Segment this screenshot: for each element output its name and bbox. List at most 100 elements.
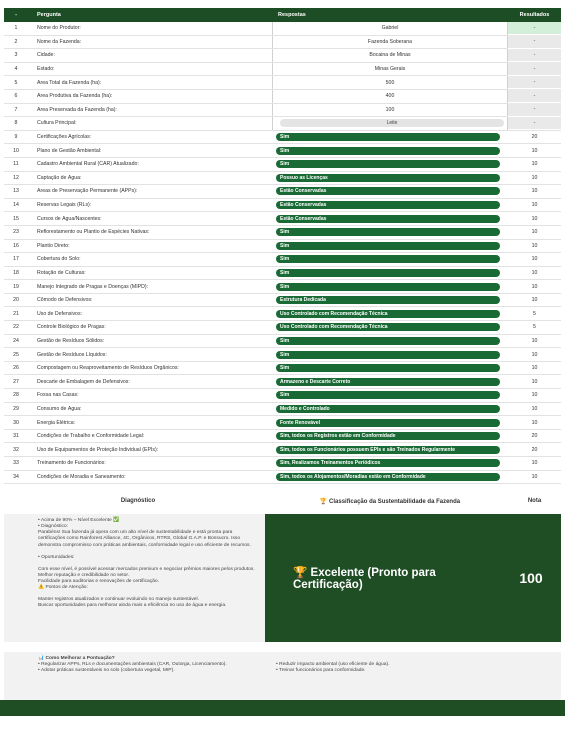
row-question: Cadastro Ambiental Rural (CAR) Atualizad… xyxy=(37,161,139,168)
tips-title: 📊 Como Melhorar a Pontuação? xyxy=(38,656,115,662)
row-answer-cell: Bocaina de Minas xyxy=(272,49,508,62)
row-result: 10 xyxy=(531,147,538,154)
row-answer-cell: Sim xyxy=(272,335,508,348)
table-row: 20 Cômodo de Defensivos: Estrutura Dedicad… xyxy=(4,294,561,308)
table-row: 5 Área Total da Fazenda (ha): 500 - xyxy=(4,75,561,90)
row-question: Nome do Produtor: xyxy=(37,25,81,32)
row-number: 3 xyxy=(14,52,18,59)
classification-title: 🏆 Classificação da Sustentabilidade da F… xyxy=(272,498,508,505)
table-row: 18 Rotação de Culturas: Sim 10 xyxy=(4,267,561,281)
answer-value: Possuo as Licenças xyxy=(276,173,500,182)
row-question: Cômodo de Defensivos: xyxy=(37,297,93,304)
diagnostic-level: • Acima de 90% – Nível Excelente ✅ xyxy=(38,518,120,524)
row-question: Gestão de Resíduos Líquidos: xyxy=(37,351,107,358)
row-question: Estado: xyxy=(37,66,55,73)
row-result: 5 xyxy=(533,324,536,331)
row-result: 10 xyxy=(531,242,538,249)
row-question: Cultura Principal: xyxy=(37,120,77,127)
row-answer-cell: Sim, todos os Funcionários possuem EPIs … xyxy=(272,443,508,456)
row-result: 10 xyxy=(531,297,538,304)
answer-value: 100 xyxy=(385,106,395,113)
classification-title-text: Classificação da Sustentabilidade da Faz… xyxy=(329,498,461,505)
trophy-icon: 🏆 xyxy=(319,498,328,505)
table-row: 17 Cobertura do Solo: Sim 10 xyxy=(4,253,561,267)
answer-value: Fazenda Soberana xyxy=(367,38,413,45)
row-number: 6 xyxy=(14,93,18,100)
row-number: 32 xyxy=(13,446,19,453)
note-title: Nota xyxy=(527,498,542,505)
tip-item: • Treinar funcionários para conformidade… xyxy=(276,668,366,674)
answer-value: 500 xyxy=(385,79,395,86)
row-answer-cell: Sim xyxy=(272,131,508,144)
row-question: Uso de Equipamentos de Proteção Individu… xyxy=(37,446,159,453)
answer-value: Sim xyxy=(276,350,500,359)
table-row: 8 Cultura Principal: Leite - xyxy=(4,116,561,131)
row-question: Manejo Integrado de Pragas e Doenças (MI… xyxy=(37,283,149,290)
answer-value: Leite xyxy=(280,119,504,128)
row-number: 4 xyxy=(14,66,18,73)
row-result: 10 xyxy=(531,337,538,344)
table-row: 27 Descarte de Embalagem de Defensivos: Ar… xyxy=(4,375,561,390)
row-number: 27 xyxy=(13,378,19,385)
header-result: Resultados xyxy=(519,12,550,18)
row-question: Área Total da Fazenda (ha): xyxy=(37,79,102,86)
row-answer-cell: Fazenda Soberana xyxy=(272,35,508,49)
answer-value: Minas Gerais xyxy=(374,66,406,73)
table-row: 6 Área Produtiva da Fazenda (ha): 400 - xyxy=(4,89,561,104)
row-number: 2 xyxy=(14,38,18,45)
row-answer-cell: Sim xyxy=(272,226,508,239)
header-number: - xyxy=(15,12,17,18)
row-number: 19 xyxy=(13,283,19,290)
summary-header: Diagnóstico 🏆 Classificação da Sustentab… xyxy=(4,488,561,514)
row-answer-cell: 400 xyxy=(272,89,508,103)
warning-icon: ⚠️ xyxy=(38,585,45,591)
table-row: 26 Compostagem ou Reaproveitamento de Res… xyxy=(4,362,561,376)
row-result: 10 xyxy=(531,351,538,358)
table-row: 19 Manejo Integrado de Pragas e Doenças (… xyxy=(4,280,561,294)
row-number: 34 xyxy=(13,473,19,480)
row-answer-cell: Fonte Renovável xyxy=(272,416,508,429)
row-answer-cell: Sim xyxy=(272,280,508,293)
table-row: 2 Nome da Fazenda: Fazenda Soberana - xyxy=(4,35,561,50)
row-answer-cell: Sim, todos os Registros estão em Conform… xyxy=(272,430,508,443)
row-question: Treinamento de Funcionários: xyxy=(37,460,106,467)
row-number: 25 xyxy=(13,351,19,358)
answer-value: Sim, todos os Funcionários possuem EPIs … xyxy=(276,445,500,454)
row-number: 7 xyxy=(14,106,18,113)
row-number: 33 xyxy=(13,460,19,467)
row-result: 10 xyxy=(531,269,538,276)
row-number: 29 xyxy=(13,405,19,412)
table-row: 15 Cursos de Água/Nascentes: Estão Conserv… xyxy=(4,212,561,226)
row-question: Descarte de Embalagem de Defensivos: xyxy=(37,378,130,385)
answer-value: Sim xyxy=(276,268,500,277)
table-row: 32 Uso de Equipamentos de Proteção Indivi… xyxy=(4,443,561,457)
row-answer-cell: Uso Controlado com Recomendação Técnica xyxy=(272,307,508,320)
table-row: 25 Gestão de Resíduos Líquidos: Sim 10 xyxy=(4,348,561,362)
tips-left: • Regularizar APPs, RLs e documentações … xyxy=(38,662,258,674)
row-result: 10 xyxy=(531,229,538,236)
row-number: 10 xyxy=(13,147,19,154)
header-answer: Respostas xyxy=(278,12,306,18)
row-result: 10 xyxy=(531,202,538,209)
answer-value: Sim xyxy=(276,146,500,155)
row-question: Condições de Moradia e Saneamento: xyxy=(37,473,126,480)
row-result: 10 xyxy=(531,378,538,385)
table-row: 24 Gestão de Resíduos Sólidos: Sim 10 xyxy=(4,335,561,349)
row-answer-cell: Armazeno e Descarte Correto xyxy=(272,375,508,388)
row-result: 10 xyxy=(531,161,538,168)
row-question: Fossa nas Casas: xyxy=(37,392,79,399)
row-question: Energia Elétrica: xyxy=(37,419,76,426)
row-answer-cell: Sim, todos os Alojamentos/Moradias estão… xyxy=(272,471,508,484)
row-number: 14 xyxy=(13,202,19,209)
row-answer-cell: Gabriel xyxy=(272,22,508,35)
answer-value: Uso Controlado com Recomendação Técnica xyxy=(276,323,500,332)
table-row: 33 Treinamento de Funcionários: Sim, Reali… xyxy=(4,457,561,471)
answer-value: Sim xyxy=(276,391,500,400)
row-answer-cell: Estão Conservadas xyxy=(272,185,508,198)
classification-panel: 🏆 Excelente (Pronto para Certificação) 1… xyxy=(265,514,561,643)
row-answer-cell: Sim xyxy=(272,267,508,280)
row-question: Cursos de Água/Nascentes: xyxy=(37,215,102,222)
table-row: 14 Reservas Legais (RLs): Estão Conservada… xyxy=(4,199,561,213)
row-result: 10 xyxy=(531,365,538,372)
row-number: 13 xyxy=(13,188,19,195)
